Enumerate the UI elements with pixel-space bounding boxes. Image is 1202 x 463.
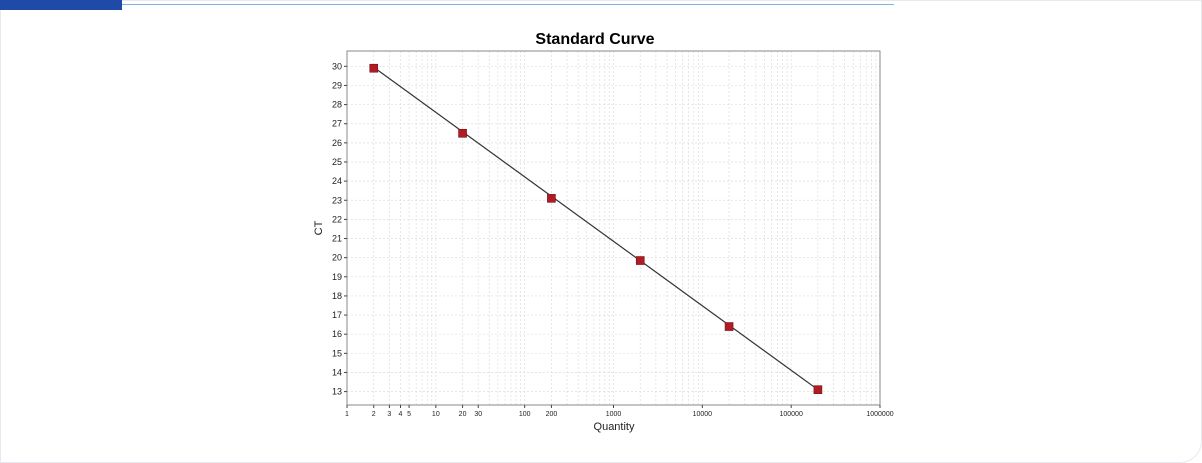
x-tick-label: 100 bbox=[519, 411, 531, 418]
y-tick-label: 25 bbox=[332, 157, 342, 167]
chart-title: Standard Curve bbox=[535, 31, 654, 48]
y-tick-label: 16 bbox=[332, 329, 342, 339]
x-tick-label: 200 bbox=[546, 411, 558, 418]
y-tick-label: 22 bbox=[332, 214, 342, 224]
y-axis-label: CT bbox=[313, 220, 325, 235]
x-tick-label: 1000000 bbox=[866, 411, 893, 418]
x-axis-ticks: 1 2 3 4 5 10 20 30 100 200 1000 10000 100000 1000000 bbox=[345, 405, 894, 418]
y-tick-label: 27 bbox=[332, 119, 342, 129]
y-tick-label: 26 bbox=[332, 138, 342, 148]
x-tick-label: 20 bbox=[459, 411, 467, 418]
data-point bbox=[369, 63, 379, 73]
x-tick-label: 10 bbox=[432, 411, 440, 418]
grid bbox=[347, 51, 880, 405]
regression-line bbox=[373, 66, 819, 391]
y-tick-label: 14 bbox=[332, 367, 342, 377]
y-tick-label: 23 bbox=[332, 195, 342, 205]
y-tick-label: 21 bbox=[332, 234, 342, 244]
y-tick-label: 20 bbox=[332, 253, 342, 263]
x-tick-label: 2 bbox=[372, 411, 376, 418]
data-point bbox=[458, 128, 467, 138]
y-tick-label: 19 bbox=[332, 272, 342, 282]
data-point bbox=[724, 322, 734, 331]
x-axis-label: Quantity bbox=[594, 421, 635, 433]
y-tick-label: 15 bbox=[332, 348, 342, 358]
x-tick-label: 100000 bbox=[779, 411, 802, 418]
x-tick-label: 3 bbox=[387, 411, 391, 418]
x-tick-label: 1 bbox=[345, 411, 349, 418]
y-axis-ticks: 13 14 15 16 17 18 19 20 21 22 23 24 25 26 27 28 29 30 bbox=[332, 61, 347, 397]
data-point bbox=[547, 194, 556, 203]
data-point bbox=[635, 256, 645, 265]
x-tick-label: 5 bbox=[407, 411, 411, 418]
y-tick-label: 18 bbox=[332, 291, 342, 301]
y-tick-label: 28 bbox=[332, 100, 342, 110]
y-tick-label: 24 bbox=[332, 176, 342, 186]
x-tick-label: 10000 bbox=[693, 411, 713, 418]
data-point bbox=[813, 385, 823, 394]
accent-line bbox=[122, 4, 894, 5]
x-tick-label: 1000 bbox=[606, 411, 622, 418]
accent-bar bbox=[0, 0, 122, 10]
y-tick-label: 29 bbox=[332, 80, 342, 90]
y-tick-label: 17 bbox=[332, 310, 342, 320]
y-tick-label: 30 bbox=[332, 61, 342, 71]
standard-curve-chart: Standard Curve 1314151617181920212223242… bbox=[313, 31, 894, 433]
data-points bbox=[369, 63, 823, 394]
y-tick-label: 13 bbox=[332, 387, 342, 397]
x-tick-label: 30 bbox=[474, 411, 482, 418]
x-tick-label: 4 bbox=[399, 411, 403, 418]
